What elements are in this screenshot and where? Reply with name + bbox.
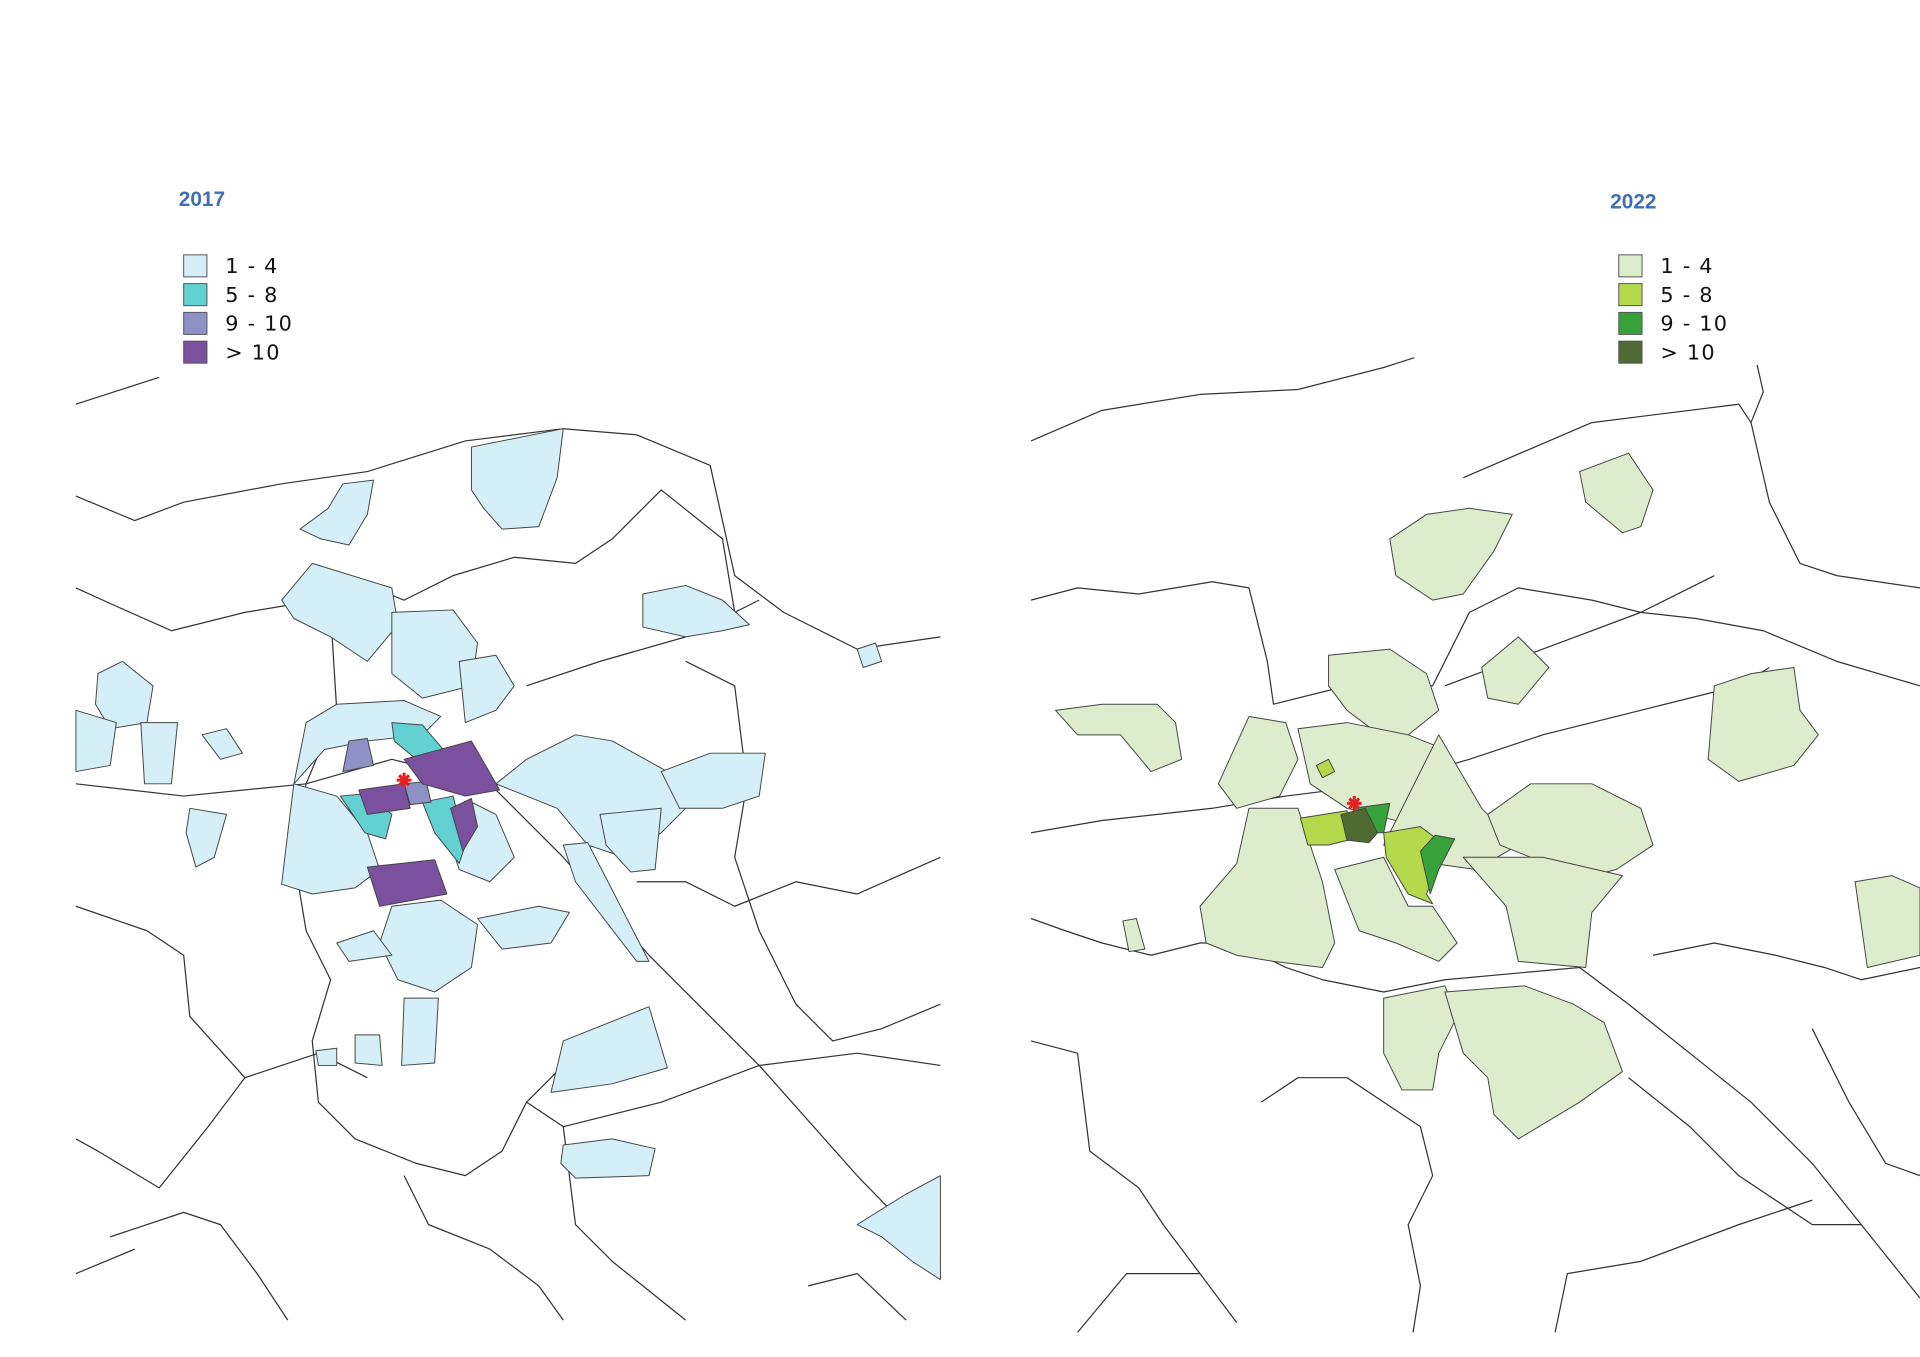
legend-label: 5 - 8 — [225, 283, 278, 307]
legend-swatch — [183, 340, 208, 364]
center-marker — [396, 772, 412, 788]
region-boundaries — [75, 376, 941, 1321]
legend-swatch — [183, 311, 208, 335]
legend-label: 1 - 4 — [225, 254, 278, 278]
legend-swatch — [183, 254, 208, 278]
legend-label: > 10 — [1660, 340, 1715, 364]
legend-label: 1 - 4 — [1660, 254, 1713, 278]
legend-swatch — [1618, 340, 1643, 364]
map-title: 2017 — [179, 188, 225, 211]
regions-1-4 — [75, 428, 941, 1281]
regions-over-10 — [1340, 807, 1379, 844]
legend-label: 9 - 10 — [225, 312, 293, 336]
map-2017: 2017 1 - 4 5 - 8 9 - 10 > 10 — [75, 188, 941, 1321]
legend-swatch — [1618, 254, 1643, 278]
legend-swatch — [183, 283, 208, 307]
legend-swatch — [1618, 311, 1643, 335]
regions-over-10 — [358, 740, 501, 907]
center-marker — [1346, 796, 1362, 811]
regions-9-10 — [342, 738, 432, 806]
regions-1-4 — [1055, 452, 1920, 1140]
map-2022: 2022 1 - 4 5 - 8 9 - 10 > 10 — [1030, 190, 1920, 1333]
map-title: 2022 — [1610, 190, 1656, 213]
legend-label: > 10 — [225, 340, 280, 364]
legend-label: 9 - 10 — [1660, 312, 1728, 336]
legend-swatch — [1618, 283, 1643, 307]
legend-label: 5 - 8 — [1660, 283, 1713, 307]
